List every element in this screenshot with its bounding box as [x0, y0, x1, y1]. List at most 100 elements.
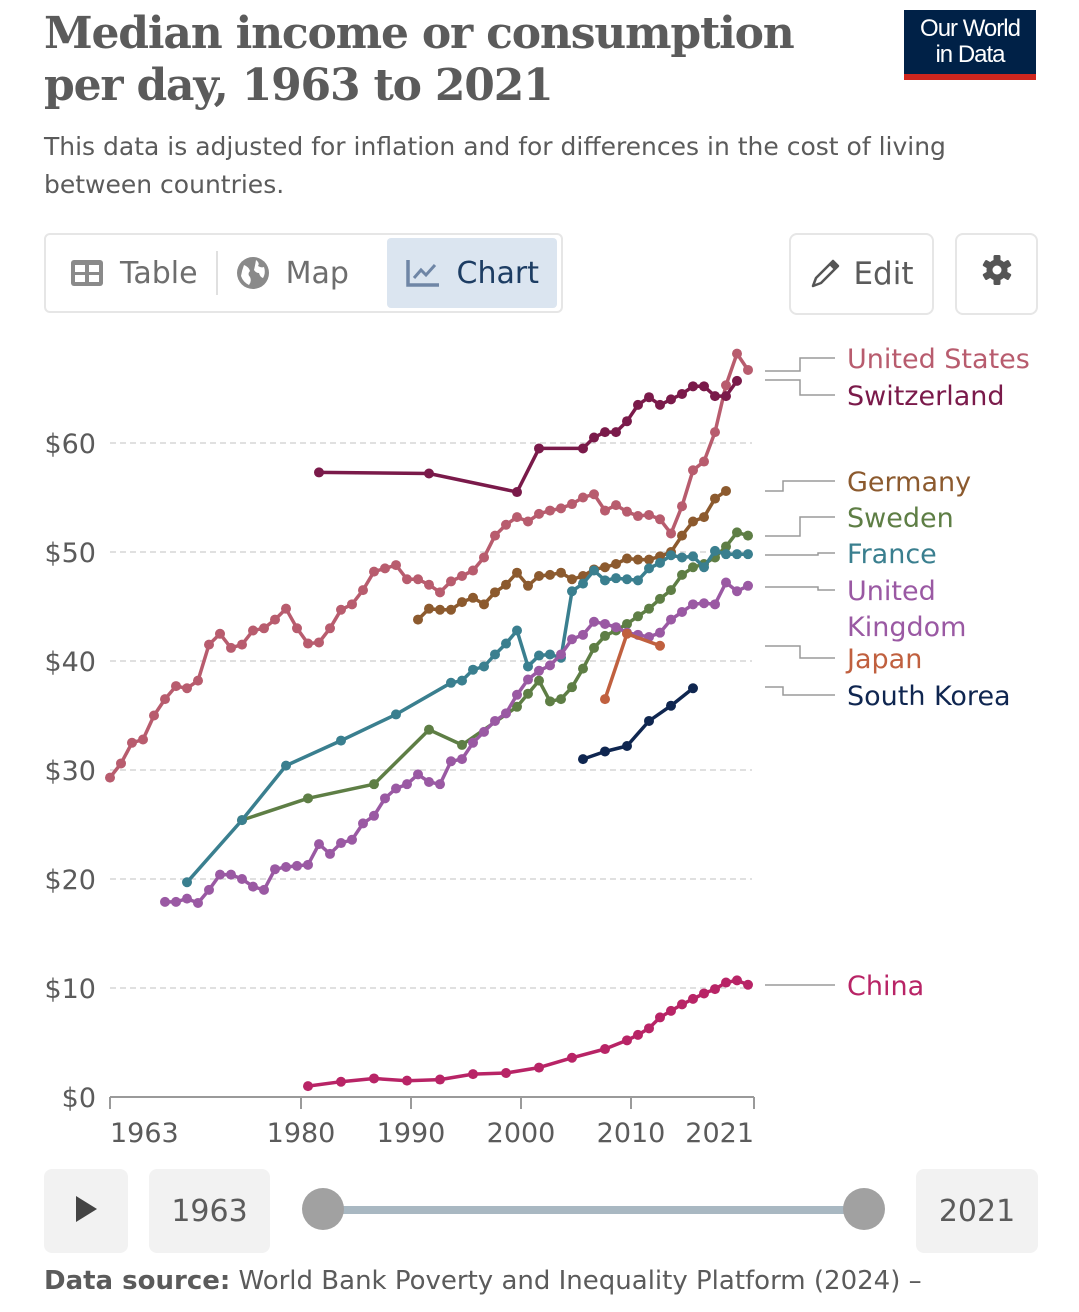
data-point[interactable] — [710, 493, 720, 504]
series-label[interactable]: Kingdom — [847, 612, 966, 643]
data-point[interactable] — [644, 392, 654, 403]
data-point[interactable] — [325, 848, 335, 859]
data-point[interactable] — [402, 1075, 412, 1086]
data-point[interactable] — [622, 741, 632, 752]
data-point[interactable] — [677, 388, 687, 399]
data-point[interactable] — [523, 661, 533, 672]
data-point[interactable] — [369, 779, 379, 790]
data-point[interactable] — [468, 664, 478, 675]
series-france[interactable] — [182, 545, 753, 888]
data-point[interactable] — [171, 681, 181, 692]
data-point[interactable] — [215, 628, 225, 639]
data-point[interactable] — [369, 566, 379, 577]
series-label[interactable]: South Korea — [847, 681, 1011, 712]
data-point[interactable] — [578, 754, 588, 765]
timeline-slider-track[interactable] — [330, 1206, 860, 1214]
data-point[interactable] — [721, 977, 731, 988]
data-point[interactable] — [732, 975, 742, 986]
data-point[interactable] — [468, 737, 478, 748]
series-label[interactable]: Japan — [845, 644, 922, 675]
end-year-box[interactable]: 2021 — [916, 1169, 1038, 1253]
data-point[interactable] — [655, 557, 665, 568]
data-point[interactable] — [281, 760, 291, 771]
data-point[interactable] — [259, 623, 269, 634]
data-point[interactable] — [655, 640, 665, 651]
data-point[interactable] — [402, 779, 412, 790]
data-point[interactable] — [589, 489, 599, 500]
data-point[interactable] — [468, 592, 478, 603]
data-point[interactable] — [270, 864, 280, 875]
data-point[interactable] — [710, 984, 720, 995]
data-point[interactable] — [248, 881, 258, 892]
data-point[interactable] — [369, 810, 379, 821]
data-point[interactable] — [567, 574, 577, 585]
data-point[interactable] — [402, 574, 412, 585]
data-point[interactable] — [314, 467, 324, 478]
data-point[interactable] — [633, 1029, 643, 1040]
data-point[interactable] — [567, 634, 577, 645]
series-germany[interactable] — [413, 485, 731, 625]
data-point[interactable] — [512, 487, 522, 498]
data-point[interactable] — [721, 391, 731, 402]
data-point[interactable] — [204, 884, 214, 895]
data-point[interactable] — [171, 896, 181, 907]
data-point[interactable] — [600, 1044, 610, 1055]
data-point[interactable] — [545, 569, 555, 580]
data-point[interactable] — [600, 562, 610, 573]
data-point[interactable] — [336, 604, 346, 615]
data-point[interactable] — [237, 815, 247, 826]
data-point[interactable] — [710, 599, 720, 610]
data-point[interactable] — [589, 432, 599, 443]
data-point[interactable] — [743, 530, 753, 541]
data-point[interactable] — [534, 1062, 544, 1073]
data-point[interactable] — [633, 575, 643, 586]
data-point[interactable] — [578, 663, 588, 674]
data-point[interactable] — [479, 552, 489, 563]
data-point[interactable] — [490, 530, 500, 541]
data-point[interactable] — [677, 552, 687, 563]
data-point[interactable] — [611, 558, 621, 569]
data-point[interactable] — [622, 416, 632, 427]
data-point[interactable] — [721, 541, 731, 552]
data-point[interactable] — [127, 737, 137, 748]
data-point[interactable] — [644, 554, 654, 565]
data-point[interactable] — [226, 869, 236, 880]
data-point[interactable] — [556, 649, 566, 660]
start-year-box[interactable]: 1963 — [149, 1169, 270, 1253]
data-point[interactable] — [545, 505, 555, 516]
timeline-start-handle[interactable] — [302, 1188, 344, 1230]
data-point[interactable] — [523, 580, 533, 591]
data-point[interactable] — [611, 622, 621, 633]
data-point[interactable] — [182, 877, 192, 888]
data-point[interactable] — [666, 394, 676, 405]
data-point[interactable] — [666, 1005, 676, 1016]
data-point[interactable] — [534, 508, 544, 519]
data-point[interactable] — [567, 499, 577, 510]
data-point[interactable] — [732, 348, 742, 359]
data-point[interactable] — [457, 754, 467, 765]
data-point[interactable] — [523, 688, 533, 699]
data-point[interactable] — [457, 597, 467, 608]
data-point[interactable] — [688, 599, 698, 610]
data-point[interactable] — [622, 506, 632, 517]
data-point[interactable] — [743, 979, 753, 990]
data-point[interactable] — [479, 661, 489, 672]
series-south-korea[interactable] — [578, 683, 698, 765]
data-point[interactable] — [490, 649, 500, 660]
data-point[interactable] — [567, 1052, 577, 1063]
data-point[interactable] — [204, 639, 214, 650]
data-point[interactable] — [600, 505, 610, 516]
data-point[interactable] — [732, 586, 742, 597]
data-point[interactable] — [512, 689, 522, 700]
data-point[interactable] — [347, 834, 357, 845]
data-point[interactable] — [721, 549, 731, 560]
data-point[interactable] — [446, 604, 456, 615]
data-point[interactable] — [545, 649, 555, 660]
series-united-states[interactable] — [105, 348, 753, 783]
data-point[interactable] — [732, 375, 742, 386]
data-point[interactable] — [501, 708, 511, 719]
series-china[interactable] — [303, 975, 753, 1092]
data-point[interactable] — [677, 501, 687, 512]
data-point[interactable] — [336, 735, 346, 746]
data-point[interactable] — [644, 509, 654, 520]
